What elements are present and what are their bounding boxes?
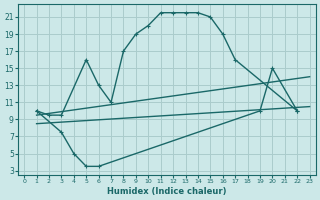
X-axis label: Humidex (Indice chaleur): Humidex (Indice chaleur)	[107, 187, 227, 196]
